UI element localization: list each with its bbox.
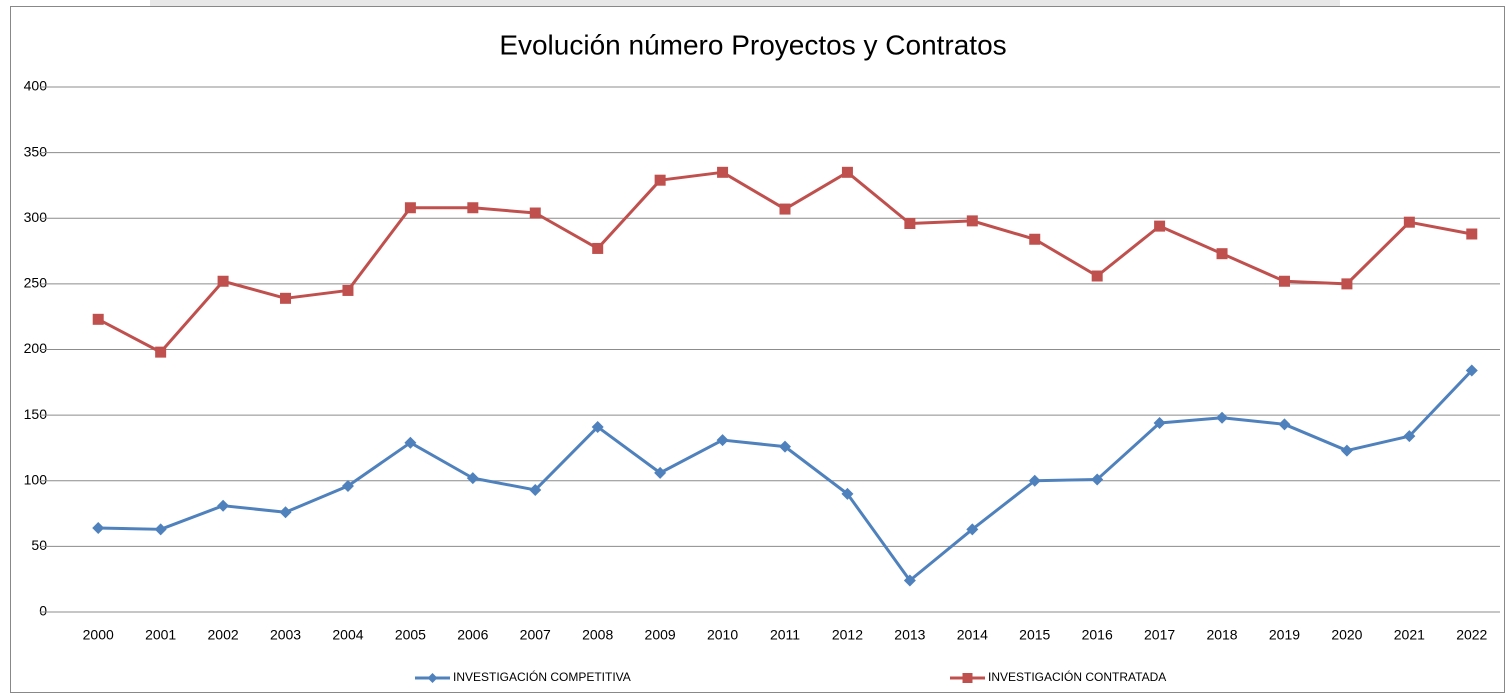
point xyxy=(529,207,541,219)
series-line xyxy=(98,369,1473,582)
legend-label: INVESTIGACIÓN COMPETITIVA xyxy=(453,669,631,684)
x-tick-label: 2004 xyxy=(332,627,363,643)
x-tick-label: 2006 xyxy=(457,627,488,643)
point xyxy=(404,202,416,214)
x-tick-label: 2008 xyxy=(582,627,613,643)
point xyxy=(342,284,354,296)
point xyxy=(341,480,354,492)
x-tick-label: 2002 xyxy=(208,627,239,643)
y-tick-label: 100 xyxy=(24,471,48,487)
point xyxy=(217,275,229,287)
point xyxy=(404,436,417,449)
x-tick-label: 2019 xyxy=(1269,627,1300,643)
y-tick-label: 350 xyxy=(24,143,48,159)
x-tick-label: 2012 xyxy=(832,627,863,643)
point xyxy=(279,506,292,519)
y-tick-label: 150 xyxy=(24,406,48,422)
point xyxy=(1465,364,1478,377)
point xyxy=(1154,220,1166,232)
point xyxy=(841,166,853,178)
y-tick-label: 50 xyxy=(31,537,47,553)
x-tick-label: 2000 xyxy=(83,627,114,643)
point xyxy=(467,202,479,214)
top-bar xyxy=(150,0,1340,7)
point xyxy=(966,215,978,227)
point xyxy=(591,420,604,433)
y-tick-label: 400 xyxy=(24,78,48,94)
x-tick-label: 2001 xyxy=(145,627,176,643)
point xyxy=(92,522,105,534)
point xyxy=(779,440,791,453)
point xyxy=(1278,275,1290,287)
point xyxy=(1029,233,1041,245)
point xyxy=(1341,278,1353,290)
point xyxy=(1278,418,1291,431)
series-line xyxy=(97,170,1473,354)
x-tick-label: 2021 xyxy=(1394,627,1425,643)
point xyxy=(962,673,973,683)
point xyxy=(966,523,979,536)
x-tick-label: 2015 xyxy=(1019,627,1050,643)
point xyxy=(654,466,667,479)
point xyxy=(1216,411,1229,424)
x-tick-label: 2010 xyxy=(707,627,738,643)
point xyxy=(592,242,604,254)
point xyxy=(1091,473,1104,486)
y-tick-label: 0 xyxy=(39,603,47,619)
point xyxy=(1216,248,1228,260)
point xyxy=(1091,270,1103,282)
point xyxy=(904,218,916,229)
y-tick-label: 250 xyxy=(24,275,48,291)
point xyxy=(1340,444,1353,457)
point xyxy=(154,523,167,536)
point xyxy=(466,472,479,485)
x-tick-label: 2003 xyxy=(270,627,301,643)
point xyxy=(1153,417,1166,429)
point xyxy=(1403,216,1415,228)
point xyxy=(1028,474,1041,487)
point xyxy=(779,203,791,215)
point xyxy=(427,673,438,683)
point xyxy=(1466,228,1478,240)
point xyxy=(903,574,916,587)
x-tick-label: 2017 xyxy=(1144,627,1175,643)
point xyxy=(717,166,729,178)
point xyxy=(1403,430,1416,443)
point xyxy=(529,483,542,496)
x-tick-label: 2014 xyxy=(957,627,988,643)
x-tick-label: 2016 xyxy=(1082,627,1113,643)
point xyxy=(92,313,104,325)
point xyxy=(841,487,854,500)
x-tick-label: 2011 xyxy=(770,627,800,643)
point xyxy=(654,174,666,186)
point xyxy=(716,434,729,447)
x-tick-label: 2022 xyxy=(1456,627,1487,643)
x-tick-label: 2013 xyxy=(894,627,925,643)
chart-title: Evolución número Proyectos y Contratos xyxy=(499,29,1006,60)
point xyxy=(280,292,292,304)
point xyxy=(155,346,167,358)
x-tick-label: 2005 xyxy=(395,627,426,643)
x-tick-label: 2009 xyxy=(645,627,676,643)
x-tick-label: 2020 xyxy=(1331,627,1362,643)
y-tick-label: 300 xyxy=(24,209,48,225)
y-tick-label: 200 xyxy=(24,340,48,356)
x-tick-label: 2018 xyxy=(1206,627,1237,643)
legend-label: INVESTIGACIÓN CONTRATADA xyxy=(988,669,1166,684)
chart-frame xyxy=(10,6,1505,693)
x-tick-label: 2007 xyxy=(520,627,551,643)
point xyxy=(217,499,230,512)
